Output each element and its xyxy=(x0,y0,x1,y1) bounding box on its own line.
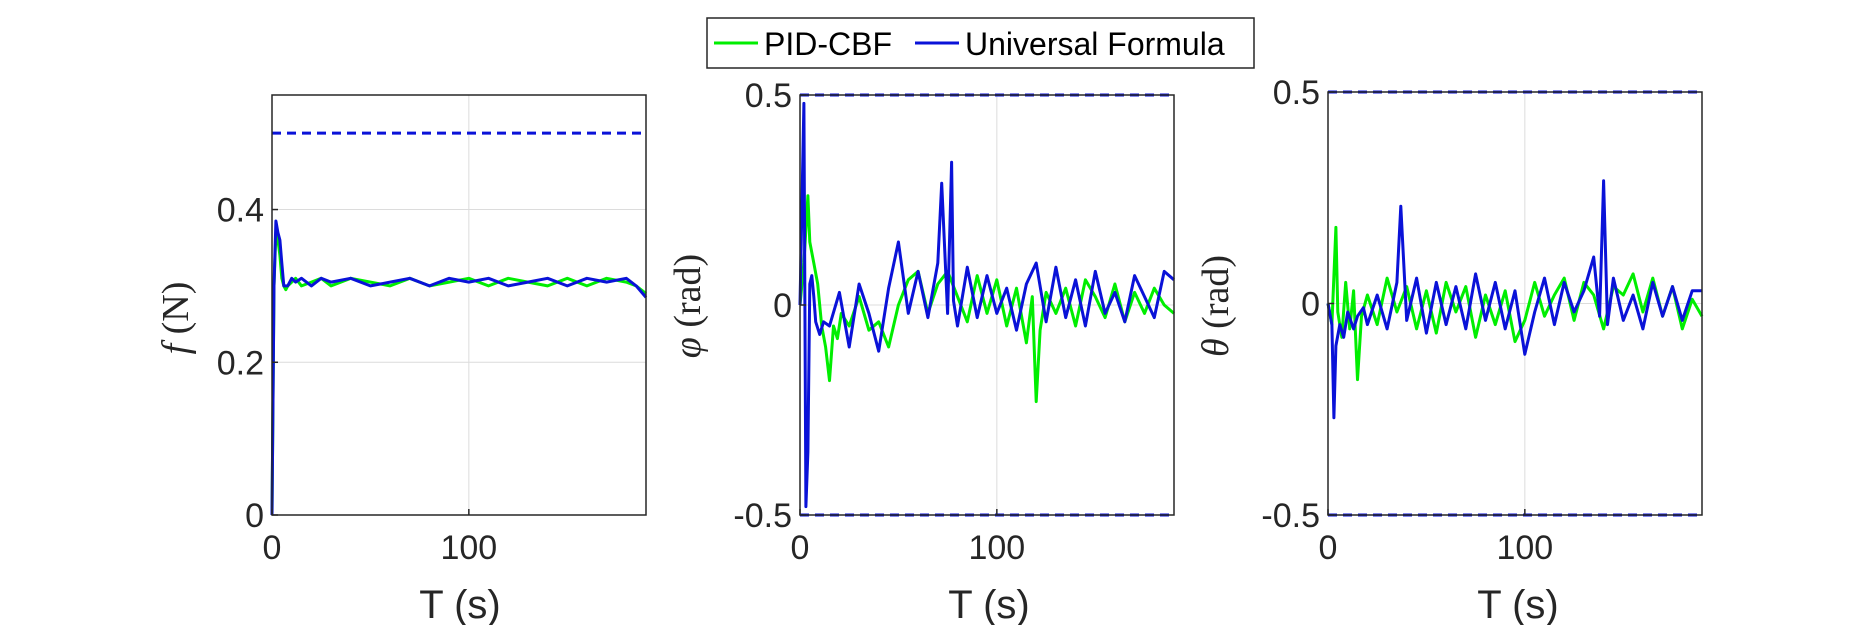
subplot-force-ticks: 0 100 0 0.2 0.4 xyxy=(217,192,497,567)
subplot-theta-ticks: 0 100-0.500.5 xyxy=(1261,74,1553,567)
legend-label-pid-cbf: PID-CBF xyxy=(764,26,892,62)
subplot-phi-ticks: 0 100-0.500.5 xyxy=(733,77,1025,567)
subplot-theta-ylabel-unit: (rad) xyxy=(1195,255,1237,338)
subplot-phi-ytick-label-0: -0.5 xyxy=(733,497,792,535)
legend-label-universal-formula: Universal Formula xyxy=(965,26,1225,62)
subplot-force-series-universal-formula xyxy=(270,219,648,516)
subplot-theta-ylabel-symbol: θ xyxy=(1195,338,1237,357)
subplot-theta-xlabel: T (s) xyxy=(1477,583,1558,625)
subplot-theta-series xyxy=(1326,179,1704,420)
subplot-force-series-pid-cbf xyxy=(270,231,647,516)
subplot-phi-series-pid-cbf xyxy=(798,194,1175,404)
subplot-force-grid xyxy=(272,95,646,515)
subplot-phi-ylabel-unit: (rad) xyxy=(667,254,709,337)
subplot-phi-xlabel: T (s) xyxy=(948,583,1029,625)
subplot-force-xtick-label-1: 100 xyxy=(440,529,497,567)
subplot-force-ylabel: f (N) xyxy=(155,282,197,355)
subplot-theta: 0 100-0.500.5 T (s) θ (rad) xyxy=(1195,74,1704,625)
subplot-theta-xtick-label-0: 0 xyxy=(1319,529,1338,567)
subplot-theta-ytick-label-0: -0.5 xyxy=(1261,497,1320,535)
subplot-phi-ytick-label-2: 0.5 xyxy=(745,77,792,115)
subplot-force-xtick-label-0: 0 xyxy=(263,529,282,567)
subplot-force: 0 100 0 0.2 0.4 T (s) f (N) xyxy=(155,94,648,625)
subplot-phi-series xyxy=(798,101,1175,509)
subplot-phi-xtick-label-0: 0 xyxy=(791,529,810,567)
subplot-phi-ylabel-symbol: φ xyxy=(667,337,709,358)
subplot-theta-ytick-label-1: 0 xyxy=(1301,286,1320,324)
legend: PID-CBF Universal Formula xyxy=(706,17,1255,69)
subplot-phi-ytick-label-1: 0 xyxy=(773,287,792,325)
subplot-phi-xtick-label-1: 100 xyxy=(968,529,1025,567)
subplot-theta-ytick-label-2: 0.5 xyxy=(1273,74,1320,112)
subplot-force-series xyxy=(270,219,648,516)
legend-box xyxy=(706,17,1255,69)
subplot-force-ytick-label-2: 0.4 xyxy=(217,192,264,230)
subplot-theta-ylabel: θ (rad) xyxy=(1195,255,1237,357)
subplot-force-frame xyxy=(271,94,647,516)
subplot-force-ytick-label-1: 0.2 xyxy=(217,344,264,382)
subplot-force-ylabel-unit: (N) xyxy=(155,282,197,344)
subplot-theta-xtick-label-1: 100 xyxy=(1496,529,1553,567)
subplot-phi-ylabel: φ (rad) xyxy=(667,254,709,358)
subplot-phi-series-universal-formula xyxy=(798,101,1175,509)
subplot-phi: 0 100-0.500.5 T (s) φ (rad) xyxy=(667,77,1175,625)
subplot-force-ytick-label-0: 0 xyxy=(245,497,264,535)
subplot-theta-series-universal-formula xyxy=(1326,179,1702,420)
subplot-force-xlabel: T (s) xyxy=(419,583,500,625)
